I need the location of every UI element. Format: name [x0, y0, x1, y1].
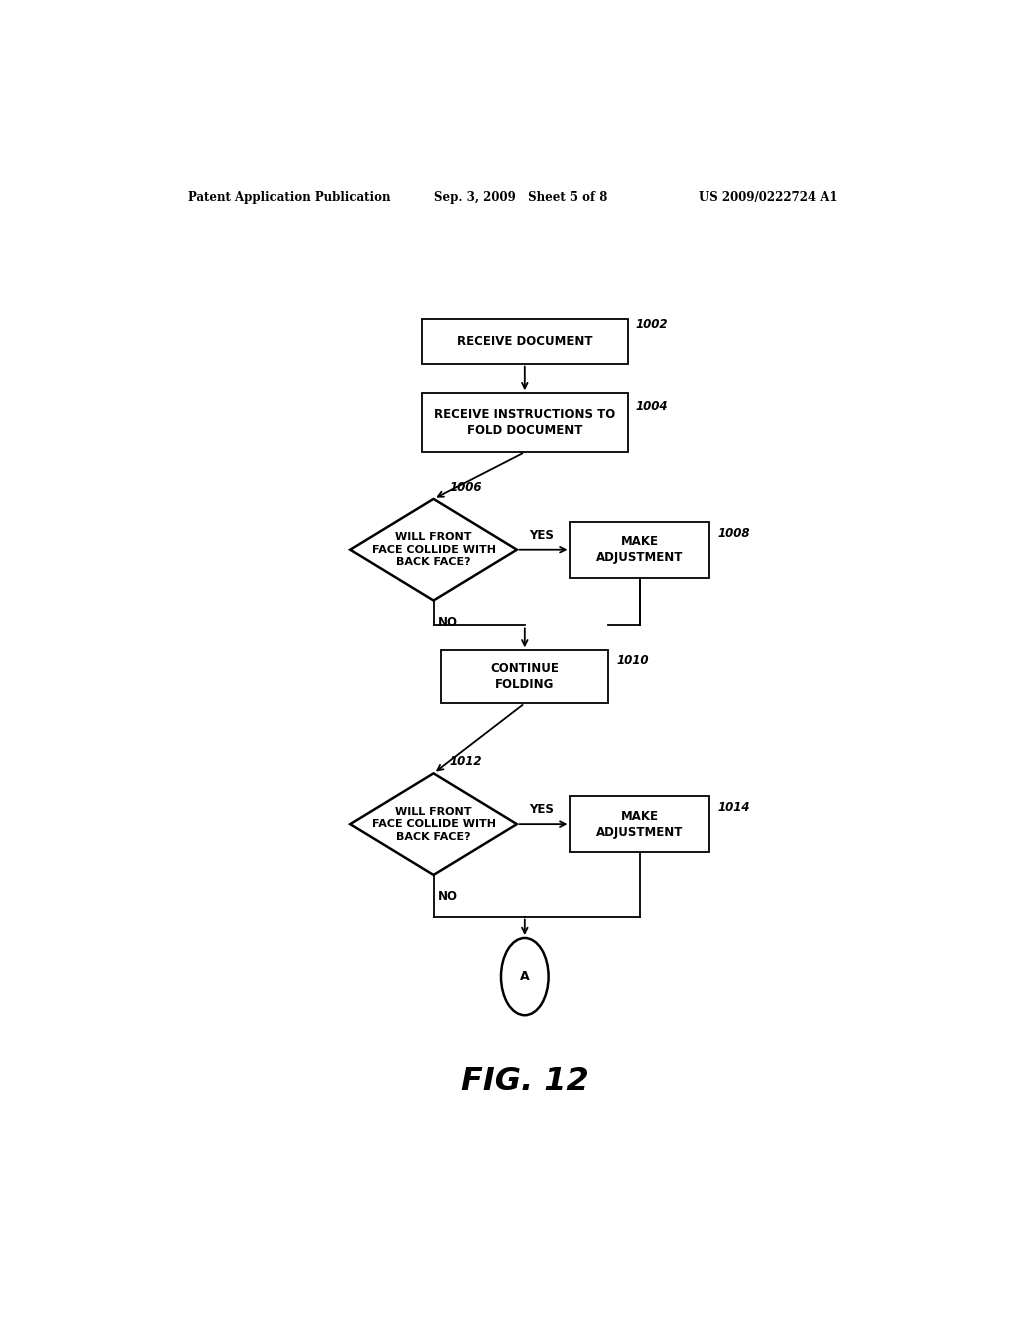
FancyBboxPatch shape: [422, 393, 628, 453]
Text: WILL FRONT
FACE COLLIDE WITH
BACK FACE?: WILL FRONT FACE COLLIDE WITH BACK FACE?: [372, 532, 496, 568]
Text: YES: YES: [528, 528, 554, 541]
Text: 1002: 1002: [636, 318, 669, 331]
Text: 1008: 1008: [717, 527, 750, 540]
Text: NO: NO: [437, 616, 458, 628]
FancyBboxPatch shape: [570, 796, 710, 853]
Text: US 2009/0222724 A1: US 2009/0222724 A1: [699, 190, 838, 203]
Text: 1012: 1012: [450, 755, 482, 768]
Text: RECEIVE DOCUMENT: RECEIVE DOCUMENT: [457, 335, 593, 348]
Text: A: A: [520, 970, 529, 983]
Ellipse shape: [501, 939, 549, 1015]
Text: 1010: 1010: [616, 653, 648, 667]
Text: NO: NO: [437, 890, 458, 903]
Text: 1006: 1006: [450, 480, 482, 494]
Text: Patent Application Publication: Patent Application Publication: [187, 190, 390, 203]
Text: MAKE
ADJUSTMENT: MAKE ADJUSTMENT: [596, 535, 684, 564]
FancyBboxPatch shape: [422, 319, 628, 364]
Text: MAKE
ADJUSTMENT: MAKE ADJUSTMENT: [596, 809, 684, 838]
Text: YES: YES: [528, 803, 554, 816]
Text: 1014: 1014: [717, 801, 750, 814]
Text: Sep. 3, 2009   Sheet 5 of 8: Sep. 3, 2009 Sheet 5 of 8: [433, 190, 607, 203]
Polygon shape: [350, 499, 517, 601]
Text: RECEIVE INSTRUCTIONS TO
FOLD DOCUMENT: RECEIVE INSTRUCTIONS TO FOLD DOCUMENT: [434, 408, 615, 437]
Text: FIG. 12: FIG. 12: [461, 1065, 589, 1097]
FancyBboxPatch shape: [441, 651, 608, 704]
Text: WILL FRONT
FACE COLLIDE WITH
BACK FACE?: WILL FRONT FACE COLLIDE WITH BACK FACE?: [372, 807, 496, 842]
Text: 1004: 1004: [636, 400, 669, 412]
FancyBboxPatch shape: [570, 521, 710, 578]
Polygon shape: [350, 774, 517, 875]
Text: CONTINUE
FOLDING: CONTINUE FOLDING: [490, 663, 559, 692]
